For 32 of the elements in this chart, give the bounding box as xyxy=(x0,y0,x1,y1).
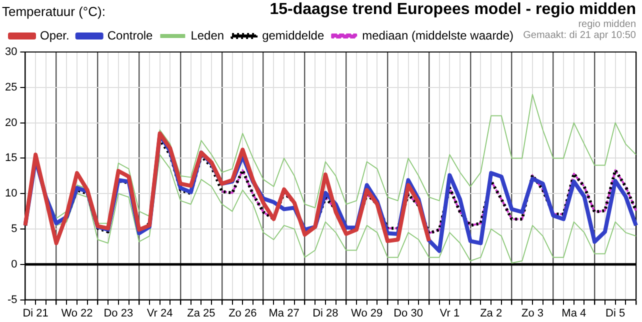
x-tick-label: Za 2 xyxy=(480,307,502,320)
legend-label: Leden xyxy=(190,28,224,42)
legend-label: Controle xyxy=(107,28,154,42)
x-tick-label: Di 28 xyxy=(312,307,338,320)
x-tick-label: Wo 29 xyxy=(351,307,383,320)
x-tick-label: Zo 26 xyxy=(228,307,257,320)
y-tick-label: 10 xyxy=(4,188,18,200)
text: Gemaakt: di 21 apr 10:50 xyxy=(523,30,636,41)
y-tick-label: 25 xyxy=(4,81,18,94)
y-tick-label: -5 xyxy=(7,294,18,306)
text: regio midden xyxy=(577,19,636,30)
x-tick-label: Zo 3 xyxy=(521,307,544,320)
y-tick-label: 15 xyxy=(4,152,18,164)
legend-label: gemiddelde xyxy=(262,28,324,42)
x-tick-label: Vr 1 xyxy=(440,307,460,320)
x-tick-label: Do 30 xyxy=(394,307,423,320)
y-tick-label: 30 xyxy=(4,46,18,58)
x-tick-label: Ma 4 xyxy=(562,307,586,320)
x-tick-label: Di 21 xyxy=(22,307,48,320)
legend-label: mediaan (middelste waarde) xyxy=(362,28,514,42)
legend-label: Oper. xyxy=(40,28,70,42)
y-tick-label: 20 xyxy=(4,116,18,129)
x-tick-label: Ma 27 xyxy=(268,307,300,320)
y-axis-title: Temperatuur (°C): xyxy=(2,4,106,19)
y-tick-label: 0 xyxy=(11,258,18,270)
x-tick-label: Za 25 xyxy=(187,307,216,320)
x-tick-label: Do 23 xyxy=(104,307,134,320)
x-tick-label: Wo 22 xyxy=(61,307,93,320)
chart-title: 15-daagse trend Europees model - regio midden xyxy=(270,1,636,19)
x-tick-label: Vr 24 xyxy=(146,307,173,320)
y-tick-label: 5 xyxy=(11,223,18,236)
x-tick-label: Di 5 xyxy=(606,307,626,320)
